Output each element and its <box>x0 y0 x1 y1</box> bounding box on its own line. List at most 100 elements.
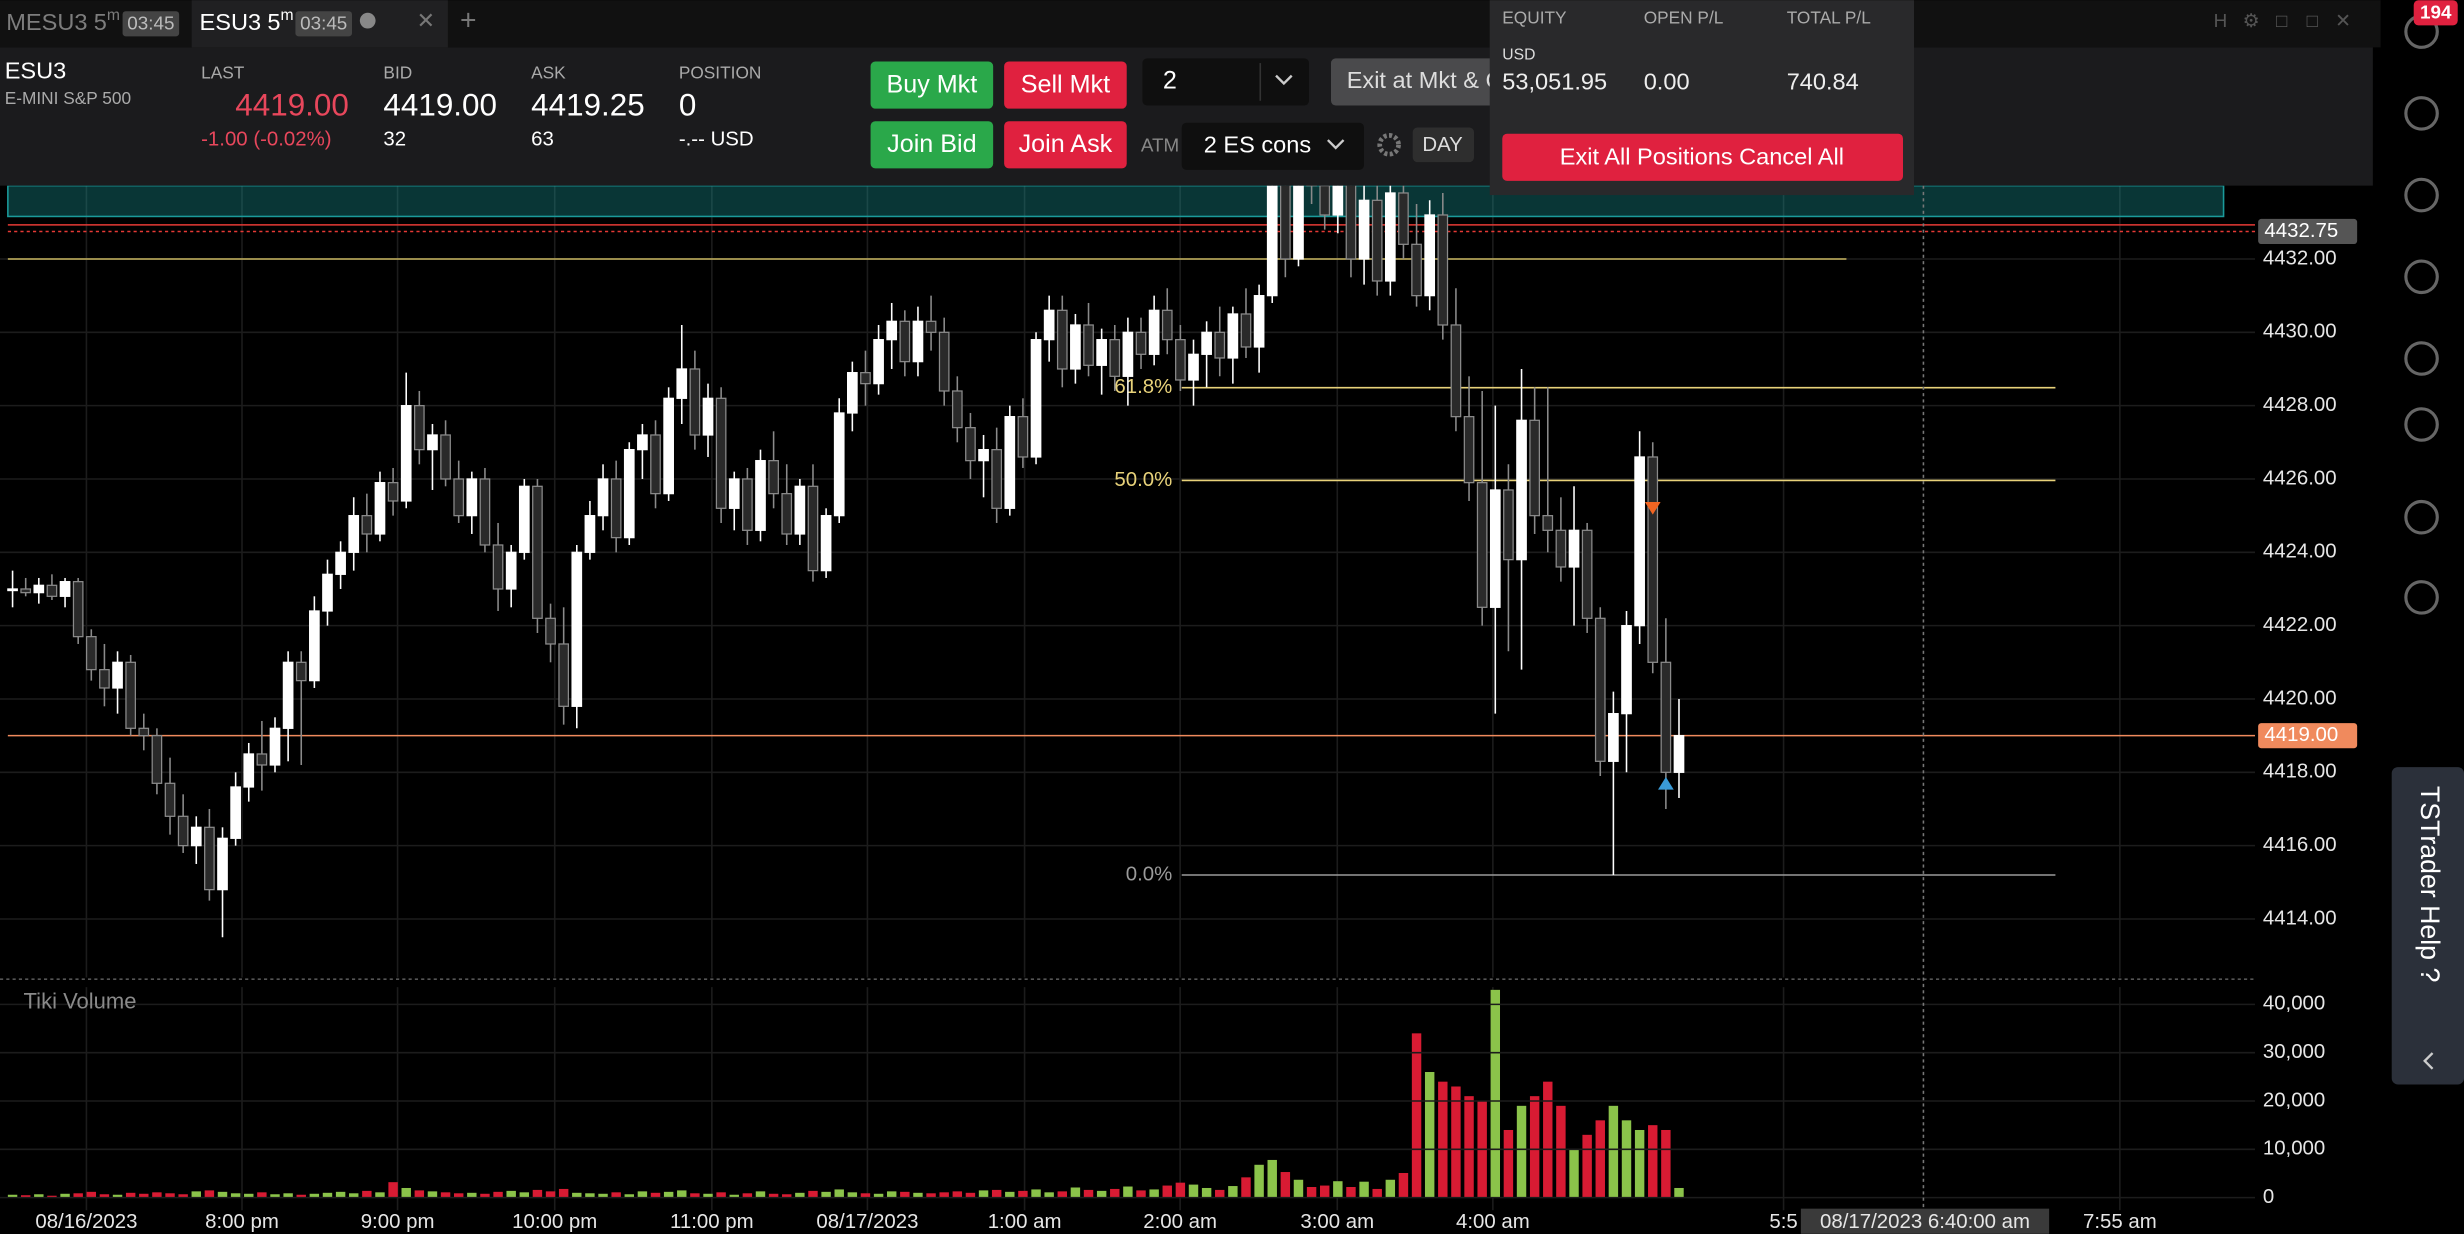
candle-body <box>1634 456 1645 627</box>
candle-body <box>1424 214 1436 297</box>
candle-body <box>689 368 701 436</box>
order-button[interactable] <box>1004 121 1127 169</box>
candle-body <box>1004 416 1016 509</box>
exit-all-button[interactable] <box>1502 133 1903 181</box>
currency: USD <box>1502 46 1535 63</box>
candle-body <box>991 449 1003 509</box>
help-tab[interactable] <box>2391 767 2464 1085</box>
volume-bar <box>375 1192 385 1198</box>
volume-bar <box>467 1192 477 1198</box>
quote-value: 4419.00 <box>383 87 497 122</box>
y-tick-label: 4426.00 <box>2263 467 2337 489</box>
candle-body <box>7 588 18 592</box>
order-button[interactable] <box>870 61 994 109</box>
volume-bar <box>217 1191 228 1198</box>
gear-icon[interactable] <box>1377 132 1401 157</box>
order-button[interactable] <box>870 121 994 169</box>
exit-button[interactable] <box>1331 58 1504 106</box>
volume-bar <box>690 1193 700 1198</box>
candle-body <box>545 617 556 645</box>
x-tick-label: 08/17/2023 <box>816 1211 918 1233</box>
tab-close[interactable]: ✕ <box>417 8 435 33</box>
candle-body <box>1660 661 1672 773</box>
position: 0 <box>679 87 696 122</box>
volume-bar <box>178 1194 188 1198</box>
window-icon[interactable]: ✕ <box>2335 10 2351 31</box>
account-value: 53,051.95 <box>1502 69 1607 95</box>
candle-body <box>1542 515 1554 531</box>
y-tick-label: 4422.00 <box>2263 614 2337 636</box>
volume-bar <box>755 1191 766 1198</box>
volume-bar <box>1228 1186 1238 1198</box>
crosshair-box <box>1800 1208 2050 1234</box>
order-button[interactable] <box>1004 61 1127 109</box>
x-tick-label: 9:00 pm <box>361 1211 435 1233</box>
tab-add[interactable]: + <box>460 4 477 36</box>
window-icon[interactable]: H <box>2214 10 2228 31</box>
candle-body <box>755 460 766 531</box>
change: -1.00 (-0.02%) <box>201 128 331 150</box>
volume-bar <box>1424 1072 1435 1198</box>
candle-body <box>1647 456 1659 663</box>
window-icon[interactable]: ⚙ <box>2243 10 2260 31</box>
candle-body <box>1516 419 1527 561</box>
fib-label: 50.0% <box>1114 469 1172 491</box>
y-tick-label: 4420.00 <box>2263 687 2337 709</box>
volume-bar <box>978 1190 989 1198</box>
symbol: ESU3 <box>5 58 67 84</box>
account-label: EQUITY <box>1502 8 1567 28</box>
candle-body <box>728 478 740 509</box>
exit-button-label: Exit at Mkt & C <box>1347 67 1503 93</box>
volume-bar <box>1346 1187 1356 1198</box>
quantity-box[interactable] <box>1142 58 1309 106</box>
description: E-MINI S&P 500 <box>5 88 131 108</box>
sidebar-icon[interactable] <box>2404 96 2439 131</box>
help-label[interactable]: TSTrader Help ? <box>2415 786 2445 982</box>
volume-bar <box>952 1191 963 1198</box>
candle-body <box>400 405 412 502</box>
sidebar-icon[interactable] <box>2404 407 2439 442</box>
candle-body <box>1056 309 1068 370</box>
trade-marker <box>1644 502 1661 515</box>
candle-body <box>1201 331 1212 355</box>
volume-bar <box>1149 1189 1159 1198</box>
sidebar-icon[interactable] <box>2404 177 2439 213</box>
volume-bar <box>1608 1105 1619 1198</box>
volume-bar <box>1201 1187 1212 1198</box>
window-icon[interactable]: □ <box>2307 10 2319 31</box>
y-tick-label: 4428.00 <box>2263 394 2337 416</box>
volume-bar <box>1188 1184 1199 1198</box>
candle-body <box>1214 331 1226 359</box>
volume-bar <box>1359 1181 1369 1198</box>
candle-body <box>1070 324 1081 370</box>
candle-body <box>1161 309 1173 341</box>
y-tick-label: 0 <box>2263 1186 2274 1208</box>
volume-bar <box>60 1193 70 1198</box>
sidebar-icon[interactable] <box>2404 499 2439 535</box>
volume-bar <box>624 1194 634 1198</box>
quantity: 2 <box>1163 67 1177 95</box>
duration-box[interactable] <box>1412 127 1474 163</box>
x-tick-label: 7:55 am <box>2083 1211 2157 1233</box>
sidebar-icon[interactable] <box>2404 259 2439 295</box>
sidebar-icon[interactable] <box>2404 341 2439 376</box>
x-tick-label: 11:00 pm <box>670 1211 754 1233</box>
candle-body <box>794 485 806 535</box>
candle-body <box>256 753 268 766</box>
x-tick-label: 10:00 pm <box>512 1211 597 1233</box>
volume-bar <box>1451 1086 1461 1198</box>
candle-body <box>125 661 137 729</box>
sidebar-icon[interactable] <box>2404 580 2439 615</box>
volume-bar <box>572 1192 582 1198</box>
volume-bar <box>7 1194 18 1198</box>
window-icon[interactable]: □ <box>2276 10 2288 31</box>
volume-bar <box>650 1192 661 1198</box>
tab-label[interactable]: ESU3 5m <box>200 7 294 35</box>
tab-label[interactable]: MESU3 5m <box>6 7 120 35</box>
atm-box[interactable] <box>1181 122 1364 170</box>
volume-bar <box>1031 1189 1041 1198</box>
volume-bar <box>1490 989 1501 1198</box>
volume-bar <box>1661 1129 1671 1198</box>
volume-bar <box>1306 1187 1317 1198</box>
